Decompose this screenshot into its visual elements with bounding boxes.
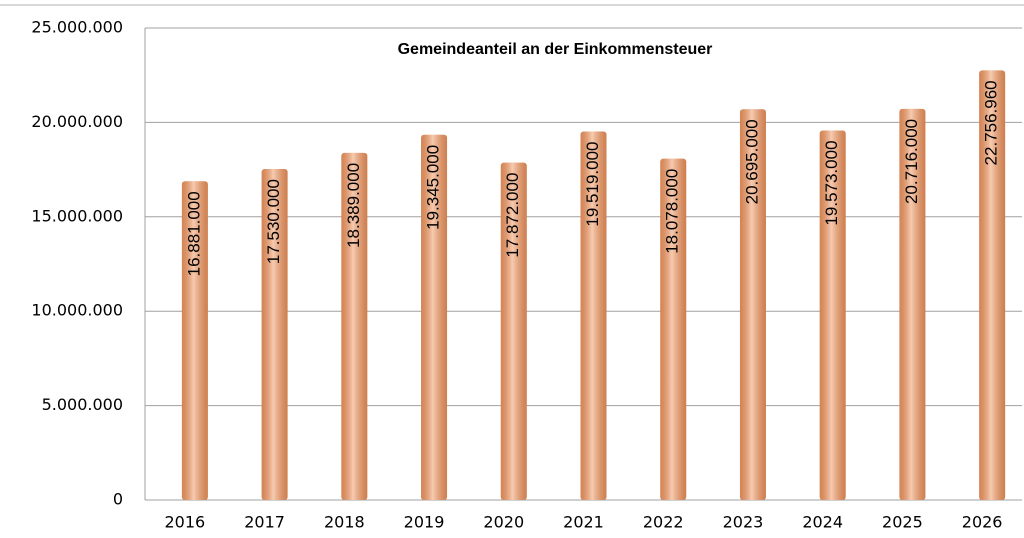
value-label: 19.345.000 <box>424 145 443 230</box>
x-tick-label: 2022 <box>643 513 684 532</box>
x-tick-label: 2020 <box>483 513 524 532</box>
y-tick-label: 0 <box>113 490 123 509</box>
bar-highlight <box>739 109 766 501</box>
value-label: 20.695.000 <box>742 119 761 204</box>
y-tick-label: 20.000.000 <box>31 112 123 131</box>
bar-highlight <box>979 70 1006 500</box>
value-label: 17.530.000 <box>264 179 283 264</box>
value-label: 18.078.000 <box>663 169 682 254</box>
bar-highlight <box>899 108 926 500</box>
bar-highlight <box>819 130 846 500</box>
x-tick-label: 2021 <box>563 513 604 532</box>
x-tick-label: 2018 <box>324 513 365 532</box>
value-label: 17.872.000 <box>503 173 522 258</box>
bar-highlight <box>660 158 687 500</box>
bar-highlight <box>580 131 607 501</box>
x-tick-label: 2024 <box>802 513 843 532</box>
y-tick-label: 5.000.000 <box>42 395 123 414</box>
x-tick-label: 2016 <box>165 513 206 532</box>
value-label: 16.881.000 <box>184 191 203 276</box>
value-label: 22.756.960 <box>982 80 1001 165</box>
y-tick-label: 25.000.000 <box>31 18 123 37</box>
x-tick-label: 2019 <box>404 513 445 532</box>
value-label: 19.519.000 <box>583 141 602 226</box>
value-label: 18.389.000 <box>344 163 363 248</box>
bar-highlight <box>500 162 527 500</box>
x-tick-label: 2023 <box>723 513 764 532</box>
chart-title: Gemeindeanteil an der Einkommensteuer <box>398 41 713 58</box>
x-tick-label: 2026 <box>962 513 1003 532</box>
bar-highlight <box>421 134 448 500</box>
bar-highlight <box>341 152 368 500</box>
value-label: 19.573.000 <box>822 140 841 225</box>
x-tick-label: 2017 <box>244 513 285 532</box>
bar-highlight <box>261 169 288 500</box>
x-tick-label: 2025 <box>882 513 923 532</box>
y-tick-label: 15.000.000 <box>31 206 123 225</box>
value-label: 20.716.000 <box>902 119 921 204</box>
y-tick-label: 10.000.000 <box>31 301 123 320</box>
bar-highlight <box>181 181 208 500</box>
